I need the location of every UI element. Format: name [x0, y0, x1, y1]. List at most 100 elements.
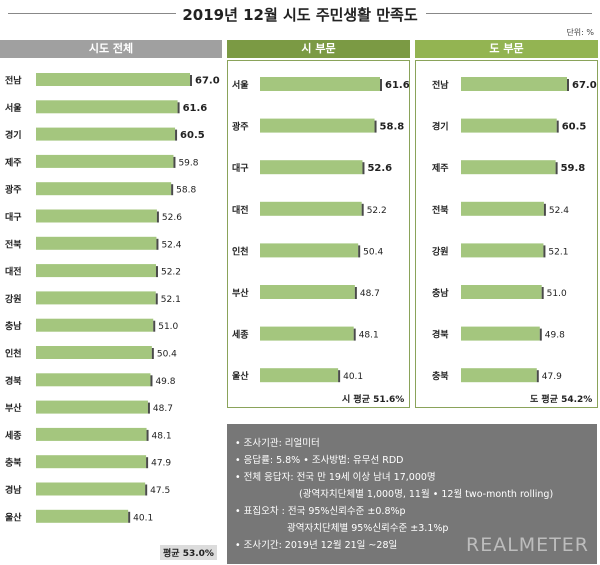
survey-notes: • 조사기관: 리얼미터 • 응답률: 5.8% • 조사방법: 유무선 RDD… [227, 424, 597, 564]
bar-edge [358, 245, 361, 258]
category-label: 세종 [5, 429, 22, 441]
city-panel-header: 시 부문 [227, 40, 410, 58]
value-label: 48.7 [153, 404, 173, 414]
bar [36, 100, 178, 114]
value-label: 52.1 [548, 247, 568, 257]
bar-edge [555, 162, 558, 175]
bar [36, 209, 157, 223]
bar [36, 236, 157, 250]
bar [461, 118, 557, 133]
category-label: 경기 [432, 121, 449, 133]
title-rule-left [8, 13, 176, 14]
category-label: 전남 [432, 79, 449, 91]
category-label: 서울 [232, 79, 249, 91]
province-panel [415, 60, 598, 408]
bar [36, 509, 129, 523]
value-label: 58.8 [176, 186, 196, 196]
bar [260, 118, 375, 133]
category-label: 인천 [232, 246, 249, 257]
value-label: 50.4 [157, 350, 177, 360]
bar [461, 326, 540, 341]
bar-edge [539, 328, 542, 341]
province-bar-chart: 전남 67.0 경기 60.5 제주 59.8 전북 52.4 강원 52.1 충남 51.0 경북 49… [432, 77, 597, 383]
category-label: 강원 [5, 293, 22, 305]
bar [36, 73, 190, 86]
bar [461, 368, 537, 383]
category-label: 제주 [5, 156, 22, 168]
bar [260, 77, 380, 91]
bar-edge [361, 203, 364, 216]
category-label: 전남 [5, 75, 22, 87]
value-label: 52.2 [161, 268, 181, 278]
category-label: 전북 [5, 238, 22, 250]
value-label: 52.6 [162, 213, 182, 223]
value-label: 61.6 [385, 80, 409, 91]
bar [36, 291, 156, 305]
bar [36, 318, 154, 332]
bar-edge [338, 370, 341, 383]
bar-edge [155, 266, 158, 278]
bar [36, 154, 174, 168]
note-error: • 표집오차 : 전국 95%신뢰수준 ±0.8%p [235, 506, 406, 517]
bar-edge [147, 402, 150, 414]
category-label: 전북 [432, 204, 449, 216]
bar-edge [146, 429, 149, 441]
bar-edge [175, 129, 178, 141]
value-label: 47.9 [151, 459, 171, 469]
value-label: 67.0 [195, 76, 220, 87]
bar-edge [173, 156, 176, 168]
city-bar-chart: 서울 61.6 광주 58.8 대구 52.6 대전 52.2 인천 50.4 부산 48.7 세종 48… [232, 77, 409, 383]
total-average-label: 평균 53.0% [160, 545, 217, 560]
bar [36, 373, 151, 387]
value-label: 40.1 [343, 372, 363, 382]
bar-edge [362, 162, 365, 175]
note-method: • 응답률: 5.8% • 조사방법: 유무선 RDD [235, 455, 404, 466]
value-label: 67.0 [572, 80, 597, 91]
bar-edge [153, 320, 156, 332]
category-label: 경남 [5, 484, 22, 496]
bar-edge [543, 203, 546, 216]
province-panel-header: 도 부문 [415, 40, 598, 58]
title-rule-right [426, 13, 592, 14]
bar-edge [543, 245, 546, 258]
bar [36, 482, 146, 496]
value-label: 52.4 [549, 206, 569, 216]
value-label: 52.6 [367, 163, 392, 174]
category-label: 대전 [5, 266, 22, 278]
bar-edge [374, 120, 377, 133]
value-label: 47.9 [542, 372, 562, 382]
category-label: 부산 [232, 287, 249, 299]
total-bar-chart: 전남 67.0 서울 61.6 경기 60.5 제주 59.8 광주 58.8 대구 52.6 전북 52… [5, 73, 220, 523]
bar-edge [380, 79, 382, 91]
value-label: 52.2 [367, 206, 387, 216]
note-respondents: • 전체 응답자: 전국 만 19세 이상 남녀 17,000명 [235, 472, 436, 483]
bar-edge [536, 370, 539, 383]
bar-edge [567, 79, 569, 91]
bar-edge [156, 211, 159, 223]
bar [260, 201, 362, 216]
category-label: 울산 [232, 370, 249, 382]
bar [461, 201, 544, 216]
note-respondents-detail: (광역자치단체별 1,000명, 11월 • 12월 two-month rol… [299, 489, 554, 500]
note-period: • 조사기간: 2019년 12월 21일 ~28일 [235, 540, 398, 551]
category-label: 대구 [5, 211, 22, 223]
category-label: 충북 [432, 370, 449, 382]
bar [36, 127, 176, 141]
bar [461, 285, 542, 299]
category-label: 충남 [5, 320, 22, 332]
bar [260, 368, 339, 383]
value-label: 52.4 [161, 240, 181, 250]
bar [260, 243, 359, 258]
value-label: 59.8 [561, 163, 586, 174]
value-label: 47.5 [150, 486, 170, 496]
bar [461, 160, 556, 175]
note-agency: • 조사기관: 리얼미터 [235, 438, 320, 449]
category-label: 제주 [432, 162, 449, 174]
bar-edge [353, 328, 356, 341]
bar [461, 243, 544, 258]
category-label: 대구 [232, 162, 249, 174]
bar [461, 77, 567, 91]
bar [36, 182, 172, 196]
bar-edge [177, 102, 180, 114]
bar [36, 455, 147, 469]
